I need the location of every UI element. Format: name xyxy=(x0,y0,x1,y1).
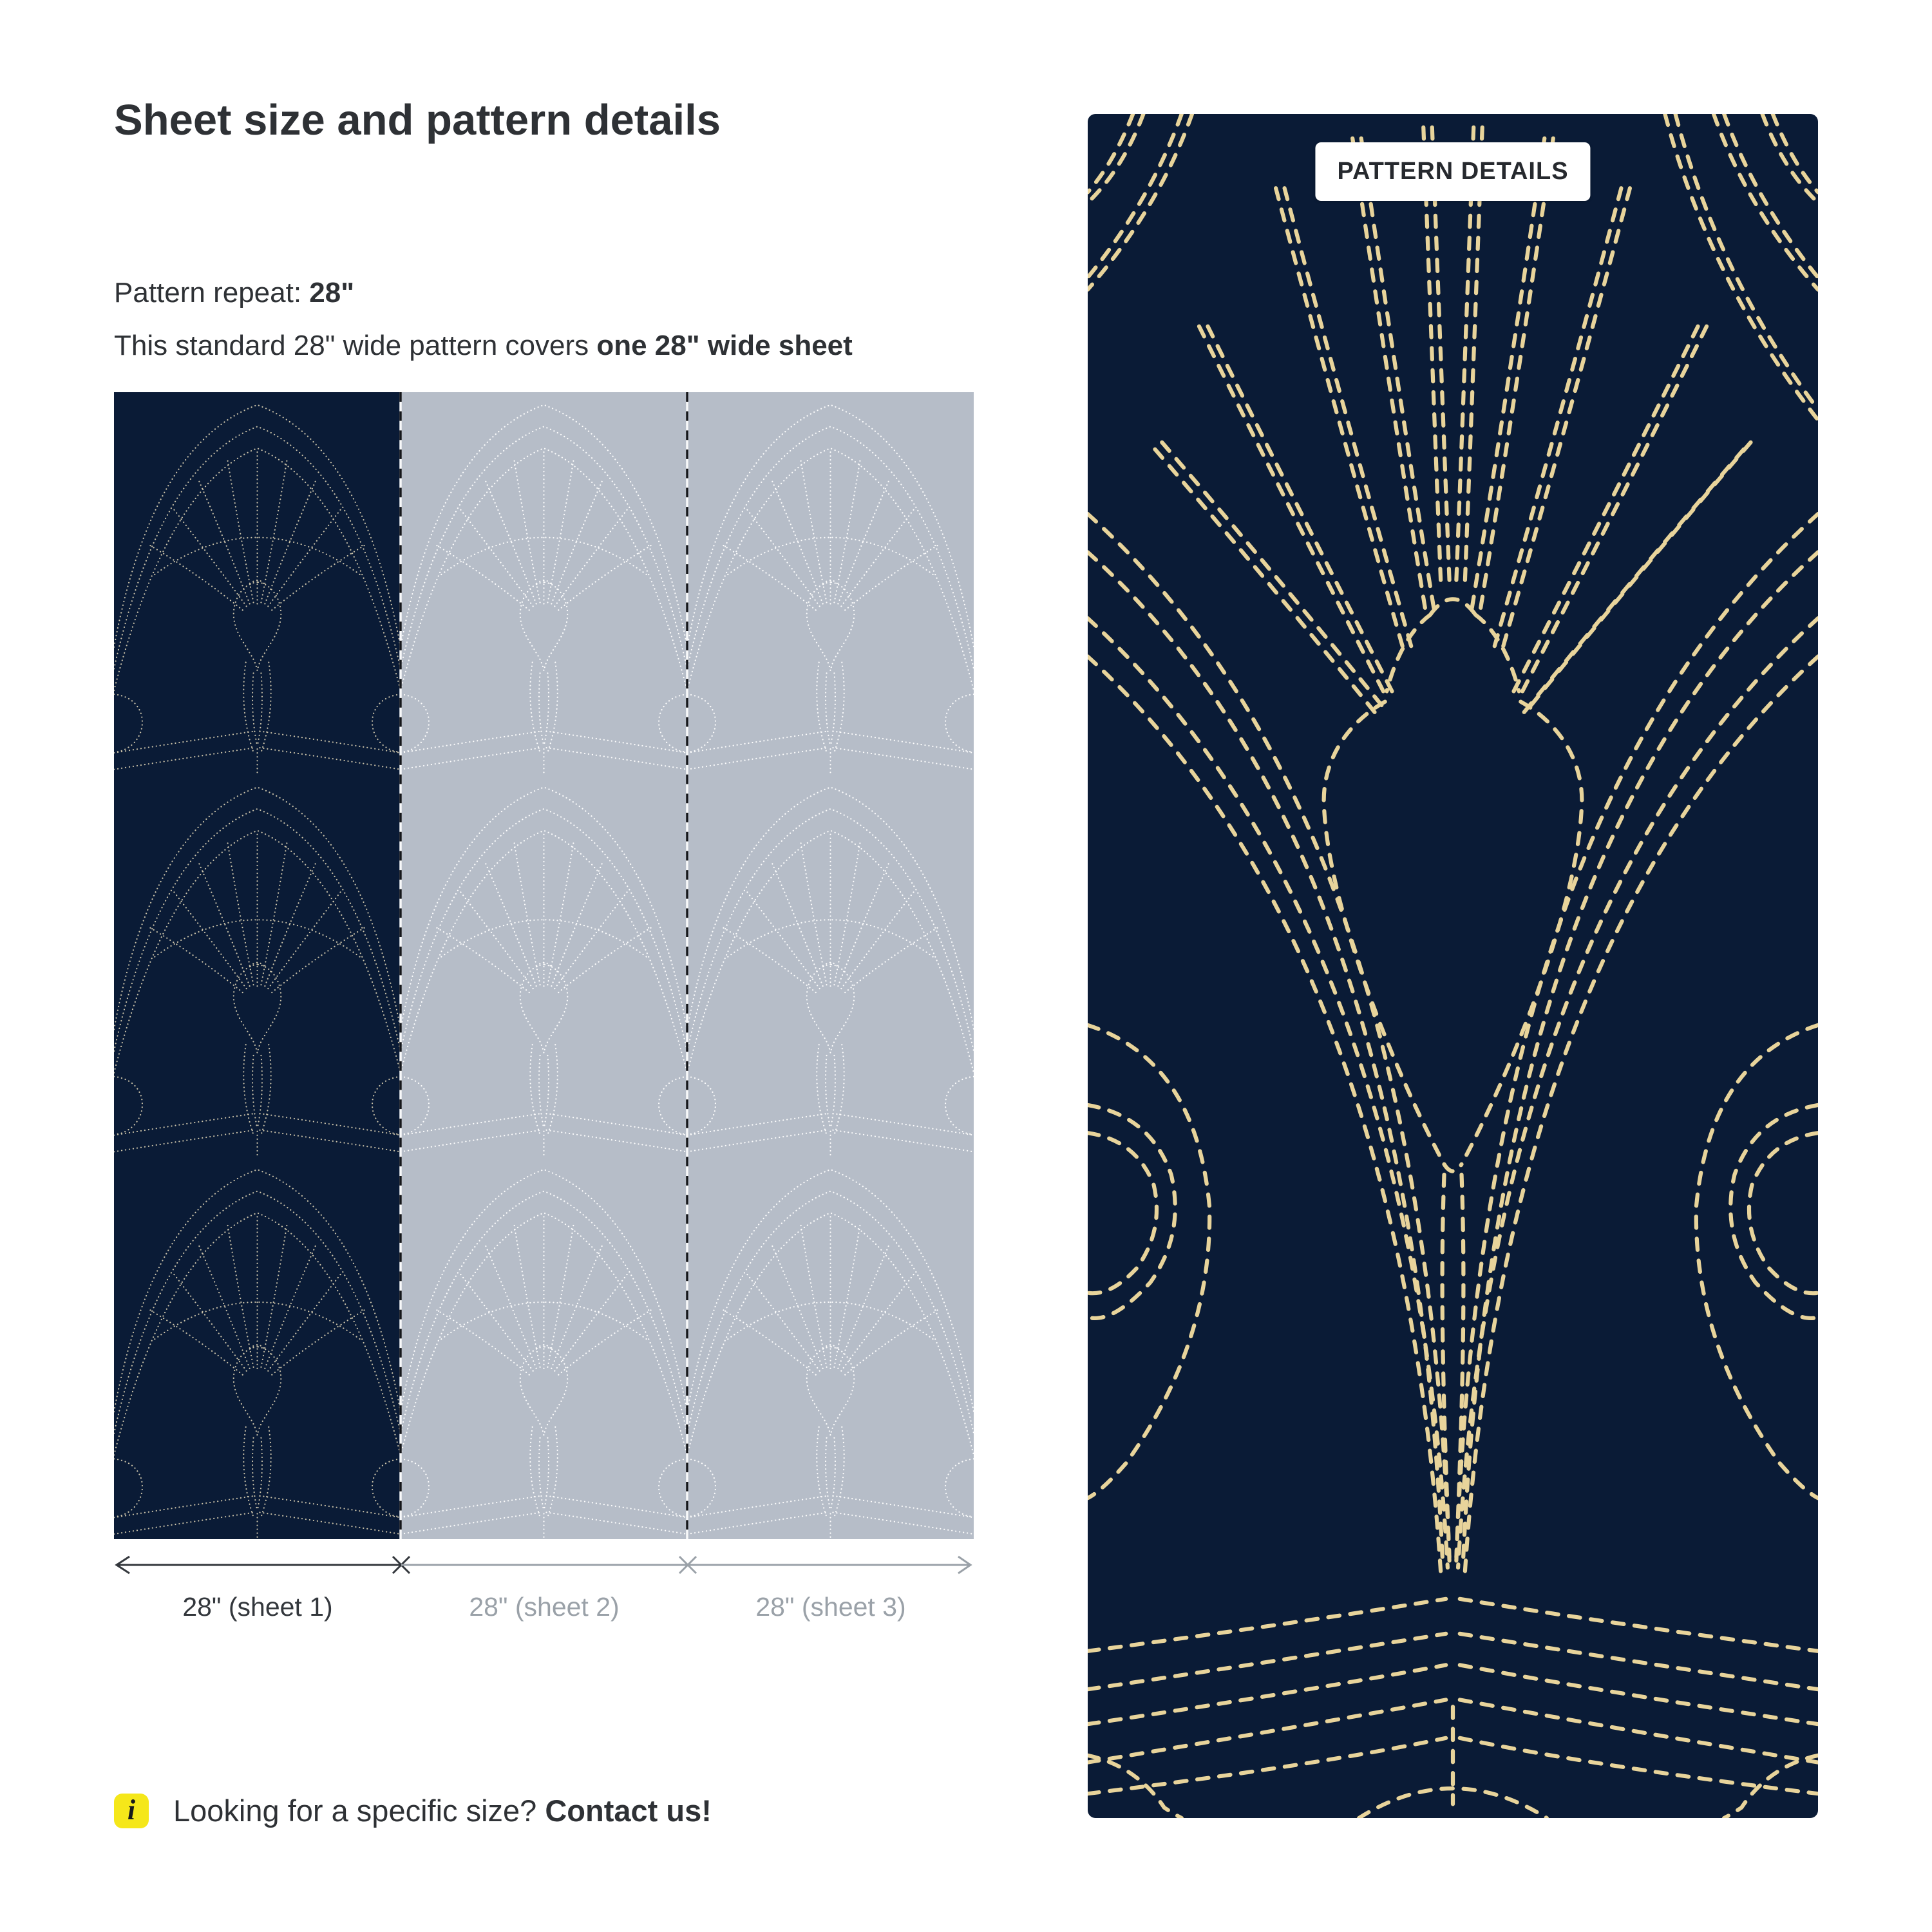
measurement-arrows xyxy=(114,1546,974,1587)
pattern-repeat-line: Pattern repeat: 28" xyxy=(114,277,354,309)
sheet-separators xyxy=(399,392,688,1539)
sheet-3-arrow xyxy=(688,1555,972,1575)
sheet-1-label: 28" (sheet 1) xyxy=(182,1592,333,1622)
sheet-1-arrow xyxy=(115,1555,411,1575)
footer-text: Looking for a specific size? Contact us! xyxy=(173,1793,712,1828)
valley-arcs xyxy=(1088,511,1818,1573)
medallion-tail xyxy=(1440,1172,1466,1563)
pattern-details-panel: PATTERN DETAILS xyxy=(1088,114,1818,1818)
sheet-2-arrow xyxy=(401,1555,697,1575)
coverage-text: This standard 28" wide pattern covers xyxy=(114,330,597,361)
pattern-repeat-value: 28" xyxy=(309,277,355,308)
sheet-preview xyxy=(114,392,974,1539)
footer-note: i Looking for a specific size? Contact u… xyxy=(114,1793,712,1828)
page-title: Sheet size and pattern details xyxy=(114,96,721,144)
bottom-chevrons xyxy=(1088,1596,1818,1796)
corner-arcs xyxy=(1088,114,1818,422)
side-bulbs xyxy=(1088,1023,1818,1501)
coverage-bold: one 28" wide sheet xyxy=(596,330,853,361)
info-icon: i xyxy=(114,1793,149,1828)
coverage-line: This standard 28" wide pattern covers on… xyxy=(114,330,853,362)
pattern-repeat-label: Pattern repeat: xyxy=(114,277,310,308)
footer-question: Looking for a specific size? xyxy=(173,1794,545,1828)
sheet-2-label: 28" (sheet 2) xyxy=(469,1592,620,1622)
measurement-arrows-svg xyxy=(115,1555,972,1575)
sheet-3-label: 28" (sheet 3) xyxy=(755,1592,906,1622)
sheet-preview-pattern xyxy=(114,392,974,1539)
pattern-zoom-art xyxy=(1088,114,1818,1818)
pattern-details-badge: PATTERN DETAILS xyxy=(1315,142,1591,201)
medallion xyxy=(1321,597,1584,1173)
sheet-1-bg xyxy=(114,392,401,1539)
bottom-stub xyxy=(1088,1705,1818,1818)
info-icon-glyph: i xyxy=(127,1794,136,1826)
contact-us-link[interactable]: Contact us! xyxy=(545,1794,712,1828)
fan-rays xyxy=(1151,122,1754,714)
